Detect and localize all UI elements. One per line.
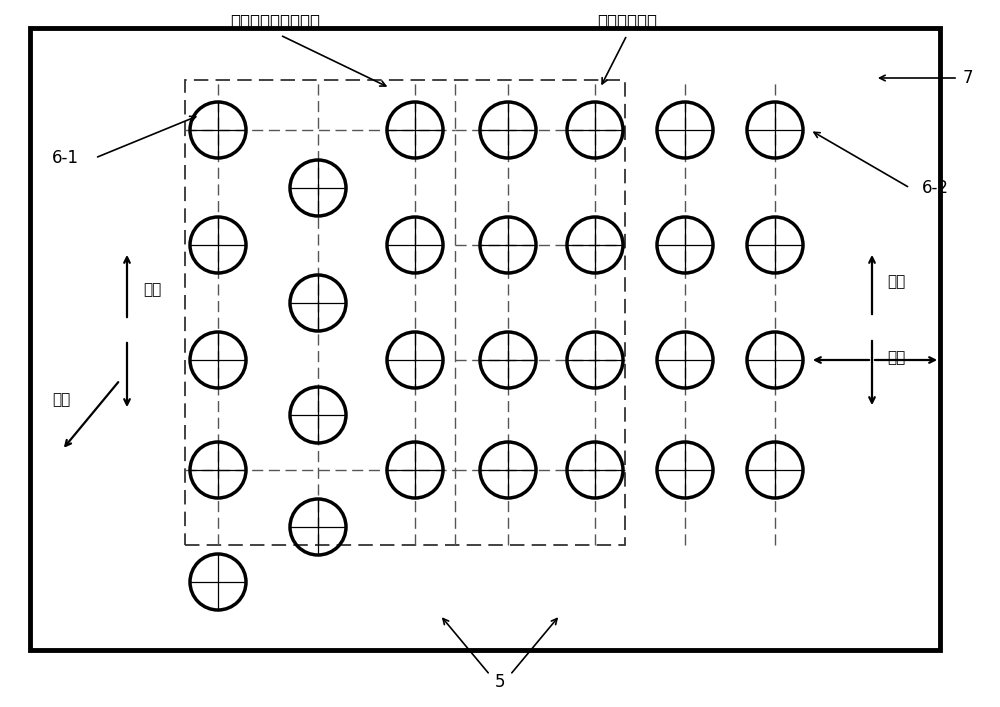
Text: 斜行: 斜行 (52, 392, 70, 407)
Text: 竖列: 竖列 (887, 274, 905, 289)
Text: 横行: 横行 (887, 351, 905, 366)
Text: 平行四边形阵列分布: 平行四边形阵列分布 (230, 13, 320, 31)
Text: 7: 7 (963, 69, 974, 87)
Text: 矩形阵列分布: 矩形阵列分布 (597, 13, 657, 31)
Bar (185, 80, 625, 545)
Bar (30, 28, 940, 650)
Text: 竖列: 竖列 (143, 283, 161, 298)
Text: 6-1: 6-1 (52, 149, 79, 167)
Text: 5: 5 (495, 673, 505, 691)
Text: 6-2: 6-2 (922, 179, 949, 197)
